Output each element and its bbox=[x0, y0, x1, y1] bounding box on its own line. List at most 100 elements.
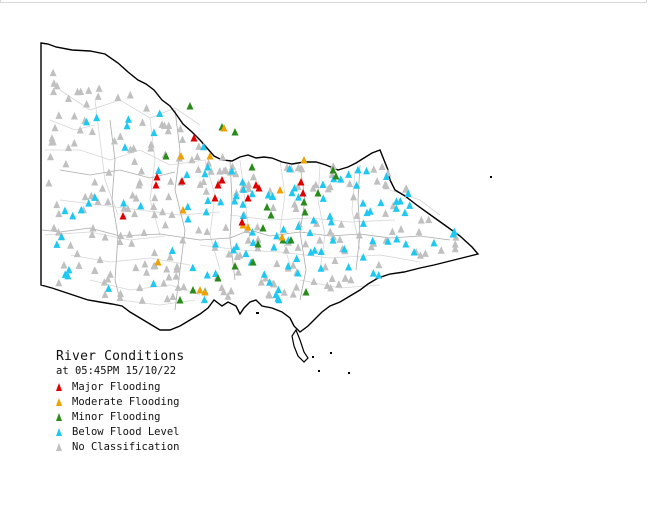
station-below-flood-level bbox=[200, 295, 208, 304]
moderate-flooding-icon bbox=[56, 397, 62, 406]
station-below-flood-level bbox=[189, 263, 197, 272]
station-minor-flooding bbox=[162, 152, 170, 160]
station-below-flood-level bbox=[337, 175, 345, 183]
station-below-flood-level bbox=[294, 193, 302, 201]
station-below-flood-level bbox=[345, 263, 353, 271]
station-no-classification bbox=[451, 240, 459, 248]
station-no-classification bbox=[129, 191, 137, 199]
station-below-flood-level bbox=[402, 239, 410, 248]
station-no-classification bbox=[257, 278, 265, 286]
station-below-flood-level bbox=[204, 196, 212, 204]
station-no-classification bbox=[53, 81, 61, 90]
station-no-classification bbox=[139, 118, 147, 126]
station-no-classification bbox=[229, 162, 237, 170]
station-below-flood-level bbox=[319, 180, 327, 188]
station-major-flooding bbox=[297, 178, 305, 186]
station-no-classification bbox=[136, 283, 144, 292]
station-no-classification bbox=[321, 262, 329, 271]
station-below-flood-level bbox=[377, 198, 385, 207]
station-no-classification bbox=[188, 155, 196, 164]
station-no-classification bbox=[205, 159, 213, 167]
station-no-classification bbox=[294, 243, 302, 251]
station-no-classification bbox=[51, 123, 59, 132]
station-minor-flooding bbox=[302, 288, 310, 296]
station-no-classification bbox=[135, 181, 143, 189]
station-no-classification bbox=[163, 294, 171, 303]
station-no-classification bbox=[174, 283, 182, 291]
station-below-flood-level bbox=[363, 166, 371, 175]
station-no-classification bbox=[104, 197, 112, 206]
station-below-flood-level bbox=[264, 190, 272, 199]
station-no-classification bbox=[46, 152, 54, 161]
station-no-classification bbox=[200, 177, 208, 186]
station-no-classification bbox=[165, 273, 173, 281]
station-no-classification bbox=[55, 278, 63, 287]
station-no-classification bbox=[65, 94, 73, 103]
station-no-classification bbox=[88, 230, 96, 238]
station-below-flood-level bbox=[83, 117, 91, 126]
station-below-flood-level bbox=[274, 294, 282, 302]
station-no-classification bbox=[225, 250, 233, 258]
station-no-classification bbox=[266, 291, 274, 299]
station-below-flood-level bbox=[217, 197, 225, 206]
station-no-classification bbox=[202, 187, 210, 195]
station-no-classification bbox=[132, 263, 140, 272]
station-moderate-flooding bbox=[201, 288, 209, 296]
station-no-classification bbox=[249, 172, 257, 181]
catchment-lines bbox=[44, 89, 441, 306]
station-no-classification bbox=[232, 169, 240, 178]
station-no-classification bbox=[451, 244, 459, 253]
station-minor-flooding bbox=[249, 258, 257, 266]
station-below-flood-level bbox=[239, 200, 247, 208]
legend-title: River Conditions bbox=[56, 349, 185, 364]
station-no-classification bbox=[147, 140, 155, 148]
station-no-classification bbox=[292, 283, 300, 291]
station-no-classification bbox=[70, 138, 78, 147]
minor-flooding-icon bbox=[56, 412, 62, 421]
station-major-flooding bbox=[214, 181, 222, 189]
station-moderate-flooding bbox=[179, 206, 187, 214]
station-below-flood-level bbox=[393, 235, 401, 243]
legend-label: Moderate Flooding bbox=[72, 395, 180, 408]
station-below-flood-level bbox=[317, 247, 325, 255]
station-below-flood-level bbox=[201, 169, 209, 178]
station-major-flooding bbox=[252, 181, 260, 189]
station-no-classification bbox=[98, 184, 106, 192]
station-below-flood-level bbox=[369, 236, 377, 245]
station-no-classification bbox=[375, 260, 383, 269]
legend-label: Minor Flooding bbox=[72, 410, 161, 423]
station-no-classification bbox=[280, 288, 288, 296]
station-no-classification bbox=[337, 220, 345, 228]
station-below-flood-level bbox=[248, 228, 256, 236]
station-no-classification bbox=[137, 166, 145, 175]
station-minor-flooding bbox=[248, 163, 256, 171]
station-below-flood-level bbox=[184, 202, 192, 211]
station-below-flood-level bbox=[406, 201, 414, 209]
station-no-classification bbox=[158, 120, 166, 128]
station-no-classification bbox=[193, 152, 201, 161]
station-below-flood-level bbox=[93, 113, 101, 122]
station-no-classification bbox=[131, 209, 139, 218]
station-no-classification bbox=[163, 265, 171, 273]
state-outline bbox=[40, 42, 480, 333]
station-minor-flooding bbox=[259, 224, 267, 232]
station-no-classification bbox=[168, 210, 176, 218]
station-below-flood-level bbox=[155, 166, 163, 175]
station-below-flood-level bbox=[53, 240, 61, 248]
station-no-classification bbox=[150, 248, 158, 257]
station-no-classification bbox=[114, 93, 122, 102]
station-major-flooding bbox=[119, 212, 127, 220]
station-no-classification bbox=[49, 137, 57, 146]
station-below-flood-level bbox=[291, 183, 299, 192]
station-no-classification bbox=[173, 265, 181, 273]
station-below-flood-level bbox=[392, 197, 400, 205]
station-moderate-flooding bbox=[196, 286, 204, 294]
legend-label: Below Flood Level bbox=[72, 425, 180, 438]
station-major-flooding bbox=[238, 218, 246, 226]
station-no-classification bbox=[195, 225, 203, 234]
station-below-flood-level bbox=[326, 212, 334, 220]
station-no-classification bbox=[282, 246, 290, 254]
legend-item-moderate: Moderate Flooding bbox=[56, 394, 184, 409]
station-below-flood-level bbox=[410, 248, 418, 256]
station-below-flood-level bbox=[375, 271, 383, 279]
